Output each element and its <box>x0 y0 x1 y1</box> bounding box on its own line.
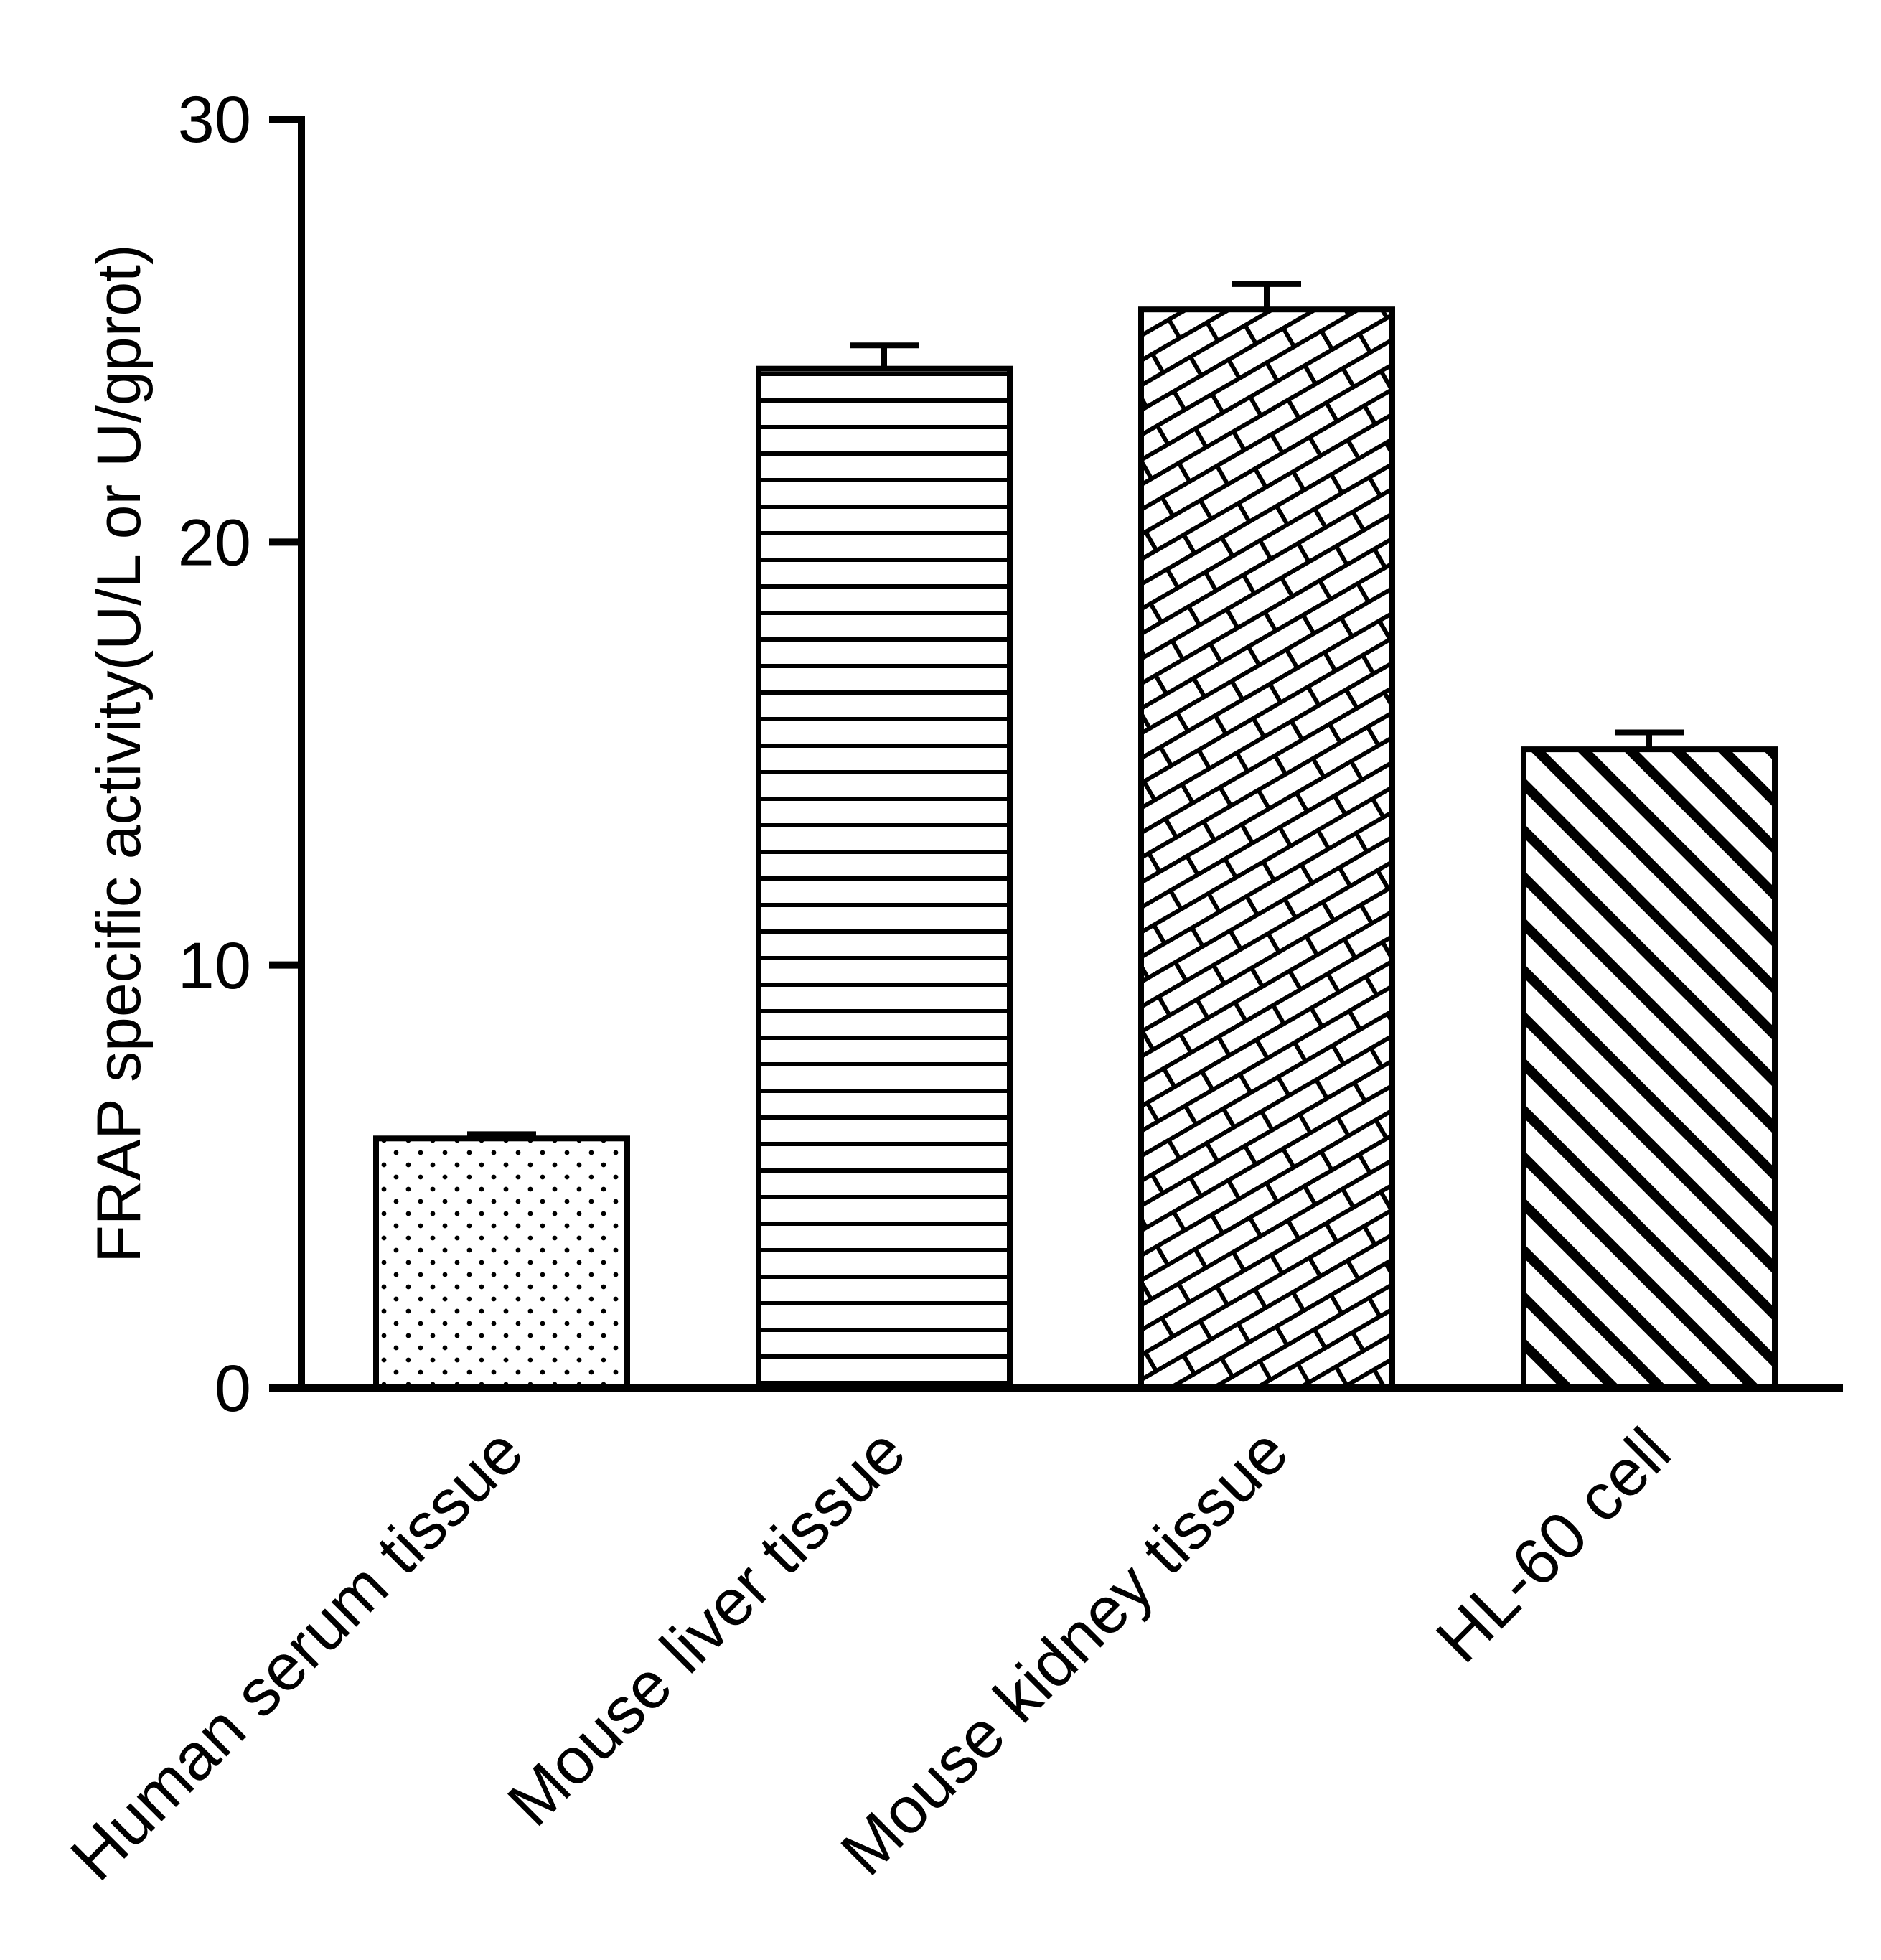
x-category-label-human-serum-tissue: Human serum tissue <box>57 1415 537 1895</box>
bar-mouse-liver-tissue <box>756 365 1013 1391</box>
error-bars-layer <box>467 281 1684 1139</box>
axes-layer <box>269 116 1843 1392</box>
x-category-label-hl-60-cell: HL-60 cell <box>1422 1415 1684 1677</box>
y-tick-label: 30 <box>178 83 251 156</box>
bar-mouse-kidney-tissue <box>1138 306 1395 1392</box>
y-axis-title: FRAP specific activity(U/L or U/gprot) <box>85 244 154 1262</box>
x-category-label-mouse-liver-tissue: Mouse liver tissue <box>494 1415 919 1840</box>
y-tick-label: 10 <box>178 929 251 1003</box>
bars-layer <box>373 306 1778 1392</box>
bar-human-serum-tissue <box>373 1135 630 1391</box>
y-tick-label: 0 <box>215 1352 251 1425</box>
bar-hl-60-cell <box>1521 746 1778 1391</box>
y-tick-label: 20 <box>178 507 251 580</box>
